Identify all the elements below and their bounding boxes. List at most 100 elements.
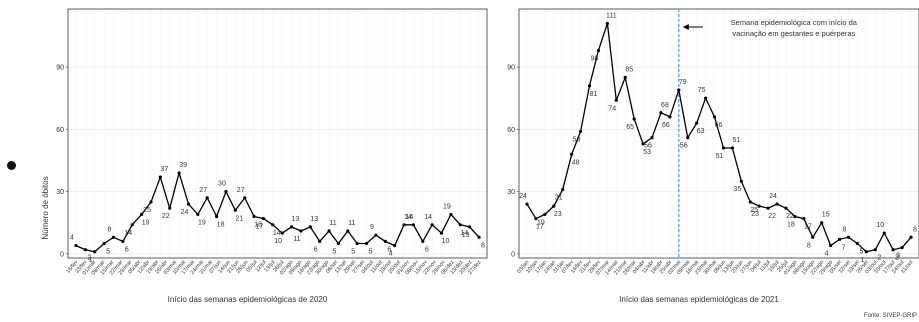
- data-label: 4: [389, 251, 393, 258]
- data-label: 8: [843, 226, 847, 233]
- x-axis-label: Início das semanas epidemiológicas de 20…: [619, 295, 779, 304]
- y-tick-label: 90: [507, 65, 515, 72]
- panel-border: [518, 8, 919, 259]
- data-point: [93, 250, 97, 254]
- data-point: [829, 243, 833, 248]
- data-label: 8: [913, 226, 917, 233]
- data-label: 19: [198, 219, 206, 226]
- data-label: 7: [842, 244, 846, 251]
- data-label: 5: [106, 248, 110, 255]
- data-point: [659, 111, 663, 115]
- data-point: [623, 75, 627, 80]
- data-label: 24: [519, 193, 527, 200]
- y-tick-label: 60: [507, 127, 515, 134]
- data-label: 35: [733, 186, 741, 193]
- data-label: 63: [697, 128, 705, 135]
- data-point: [721, 146, 726, 150]
- data-label: 9: [370, 224, 374, 231]
- data-label: 65: [626, 124, 634, 131]
- data-point: [121, 239, 125, 243]
- data-point: [252, 214, 256, 219]
- data-point: [177, 171, 181, 175]
- data-label: 27: [199, 187, 207, 194]
- data-label: 22: [786, 213, 794, 220]
- data-label: 25: [143, 207, 151, 214]
- data-point: [578, 129, 583, 134]
- data-label: 17: [256, 224, 264, 231]
- data-point: [383, 239, 387, 243]
- data-label: 51: [716, 153, 724, 160]
- data-point: [632, 117, 636, 121]
- data-point: [186, 202, 191, 206]
- data-label: 10: [274, 238, 282, 245]
- data-point: [271, 223, 275, 227]
- y-tick-label: 60: [56, 127, 64, 134]
- data-point: [882, 231, 886, 235]
- data-point: [739, 179, 743, 183]
- data-point: [102, 241, 106, 246]
- data-label: 79: [679, 79, 687, 86]
- data-point: [439, 231, 444, 235]
- data-point: [299, 229, 303, 233]
- data-point: [468, 225, 472, 229]
- data-point: [525, 202, 529, 206]
- data-point: [596, 48, 601, 53]
- data-point: [668, 115, 672, 119]
- data-point: [243, 196, 247, 200]
- data-label: 59: [573, 136, 581, 143]
- data-point: [402, 223, 406, 227]
- data-label: 15: [822, 212, 830, 219]
- data-point: [820, 221, 824, 225]
- data-label: 31: [555, 195, 563, 202]
- data-point: [614, 98, 618, 102]
- data-label: 11: [348, 220, 355, 227]
- data-label: 1: [860, 257, 864, 264]
- data-point: [802, 216, 806, 221]
- data-point: [873, 248, 877, 252]
- data-label: 85: [625, 66, 633, 73]
- data-label: 4: [825, 251, 829, 258]
- data-label: 14: [273, 230, 281, 237]
- data-point: [757, 204, 761, 208]
- y-tick-label: 90: [56, 65, 64, 72]
- data-point: [374, 233, 378, 237]
- data-point: [364, 241, 369, 246]
- data-label: 81: [590, 91, 598, 98]
- data-label: 10: [442, 238, 450, 245]
- data-label: 39: [179, 162, 187, 169]
- data-label: 66: [715, 122, 723, 129]
- data-point: [74, 243, 78, 248]
- data-point: [168, 206, 172, 210]
- data-point: [811, 235, 815, 239]
- panel-border: [67, 8, 488, 259]
- data-point: [775, 202, 779, 206]
- data-label: 8: [481, 242, 485, 249]
- data-point: [552, 204, 556, 208]
- data-label: 21: [235, 215, 243, 222]
- data-point: [196, 212, 200, 217]
- data-label: 17: [804, 224, 812, 231]
- vaccination-annotation: Semana epidemiológica com início da: [731, 18, 858, 27]
- data-point: [158, 175, 162, 179]
- y-axis-label: Número de óbitos: [41, 176, 50, 239]
- source-note: Fonte: SIVEP-GRIP: [863, 313, 917, 319]
- data-point: [261, 216, 266, 221]
- data-label: 5: [332, 248, 336, 255]
- data-label: 14: [124, 230, 132, 237]
- data-point: [587, 84, 592, 88]
- data-label: 56: [644, 143, 652, 150]
- data-label: 13: [462, 232, 470, 239]
- data-label: 11: [293, 236, 300, 243]
- data-label: 23: [554, 211, 562, 218]
- data-point: [224, 190, 228, 194]
- data-label: 22: [768, 213, 776, 220]
- data-point: [336, 241, 341, 246]
- data-point: [83, 248, 87, 252]
- data-point: [233, 208, 237, 212]
- data-label: 6: [314, 246, 318, 253]
- data-point: [641, 142, 645, 146]
- data-label: 3: [896, 253, 900, 260]
- data-label: 19: [537, 219, 545, 226]
- data-label: 23: [751, 211, 759, 218]
- data-label: 25: [750, 207, 758, 214]
